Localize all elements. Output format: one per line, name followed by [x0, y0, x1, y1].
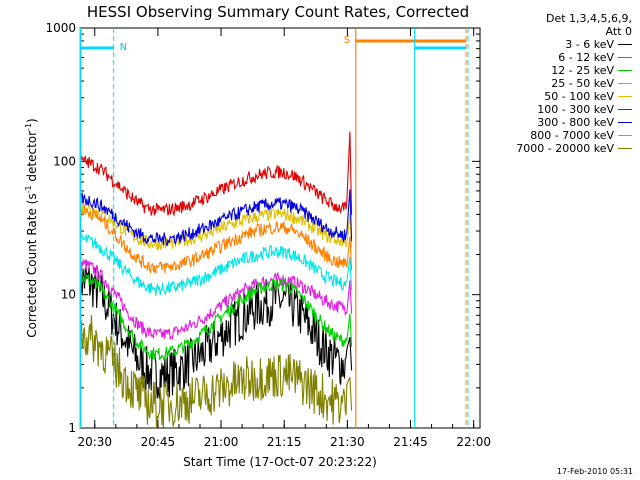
legend-label: 100 - 300 keV [537, 103, 614, 116]
legend-label: 300 - 800 keV [537, 116, 614, 129]
x-tick-label: 20:30 [77, 435, 112, 449]
series-line [79, 131, 353, 217]
y-tick-label: 1000 [45, 21, 76, 35]
legend-swatch [618, 109, 632, 110]
legend-item: 50 - 100 keV [488, 90, 632, 103]
legend-label: 25 - 50 keV [551, 77, 614, 90]
legend-header-2: Att 0 [605, 25, 632, 38]
legend-swatch [618, 122, 632, 123]
legend-item: 800 - 7000 keV [488, 129, 632, 142]
legend-item: 7000 - 20000 keV [488, 142, 632, 155]
series-line [79, 259, 353, 399]
legend-swatch [618, 57, 632, 58]
annotation-s: S [344, 35, 350, 46]
legend-item: 3 - 6 keV [488, 38, 632, 51]
legend-item: 100 - 300 keV [488, 103, 632, 116]
annotation-n: N [120, 42, 127, 53]
legend-label: 7000 - 20000 keV [516, 142, 614, 155]
series-line [79, 274, 353, 362]
series-line [79, 231, 353, 296]
legend-item: 12 - 25 keV [488, 64, 632, 77]
legend-swatch [618, 70, 632, 71]
legend-header-1: Det 1,3,4,5,6,9, [545, 12, 632, 25]
x-tick-label: 21:30 [330, 435, 365, 449]
legend-swatch [618, 148, 632, 149]
x-tick-label: 21:00 [204, 435, 239, 449]
series-line [79, 203, 353, 251]
x-tick-label: 20:45 [141, 435, 176, 449]
x-tick-label: 21:45 [393, 435, 428, 449]
x-tick-label: 22:00 [456, 435, 491, 449]
chart-title: HESSI Observing Summary Count Rates, Cor… [87, 3, 469, 21]
y-tick-label: 1 [68, 421, 76, 435]
legend-item: 6 - 12 keV [488, 51, 632, 64]
legend-label: 12 - 25 keV [551, 64, 614, 77]
series-line [79, 258, 353, 340]
legend-item: 25 - 50 keV [488, 77, 632, 90]
legend-label: 50 - 100 keV [544, 90, 614, 103]
y-axis-label: Corrected Count Rate (s-1 detector-1) [24, 118, 39, 337]
x-tick-label: 21:15 [267, 435, 302, 449]
legend-swatch [618, 96, 632, 97]
legend-label: 6 - 12 keV [558, 51, 614, 64]
legend-label: 3 - 6 keV [565, 38, 614, 51]
x-axis-label: Start Time (17-Oct-07 20:23:22) [183, 455, 377, 469]
legend-item: 300 - 800 keV [488, 116, 632, 129]
series-line [79, 314, 353, 428]
y-tick-label: 100 [53, 154, 76, 168]
legend: Det 1,3,4,5,6,9, Att 0 3 - 6 keV 6 - 12 k… [488, 12, 632, 155]
series-group [79, 131, 353, 428]
series-line [79, 189, 353, 247]
timestamp: 17-Feb-2010 05:31 [556, 467, 633, 476]
series-line [79, 205, 353, 275]
y-tick-label: 10 [61, 288, 76, 302]
legend-swatch [618, 83, 632, 84]
legend-swatch [618, 44, 632, 45]
legend-swatch [618, 135, 632, 136]
legend-label: 800 - 7000 keV [530, 129, 614, 142]
